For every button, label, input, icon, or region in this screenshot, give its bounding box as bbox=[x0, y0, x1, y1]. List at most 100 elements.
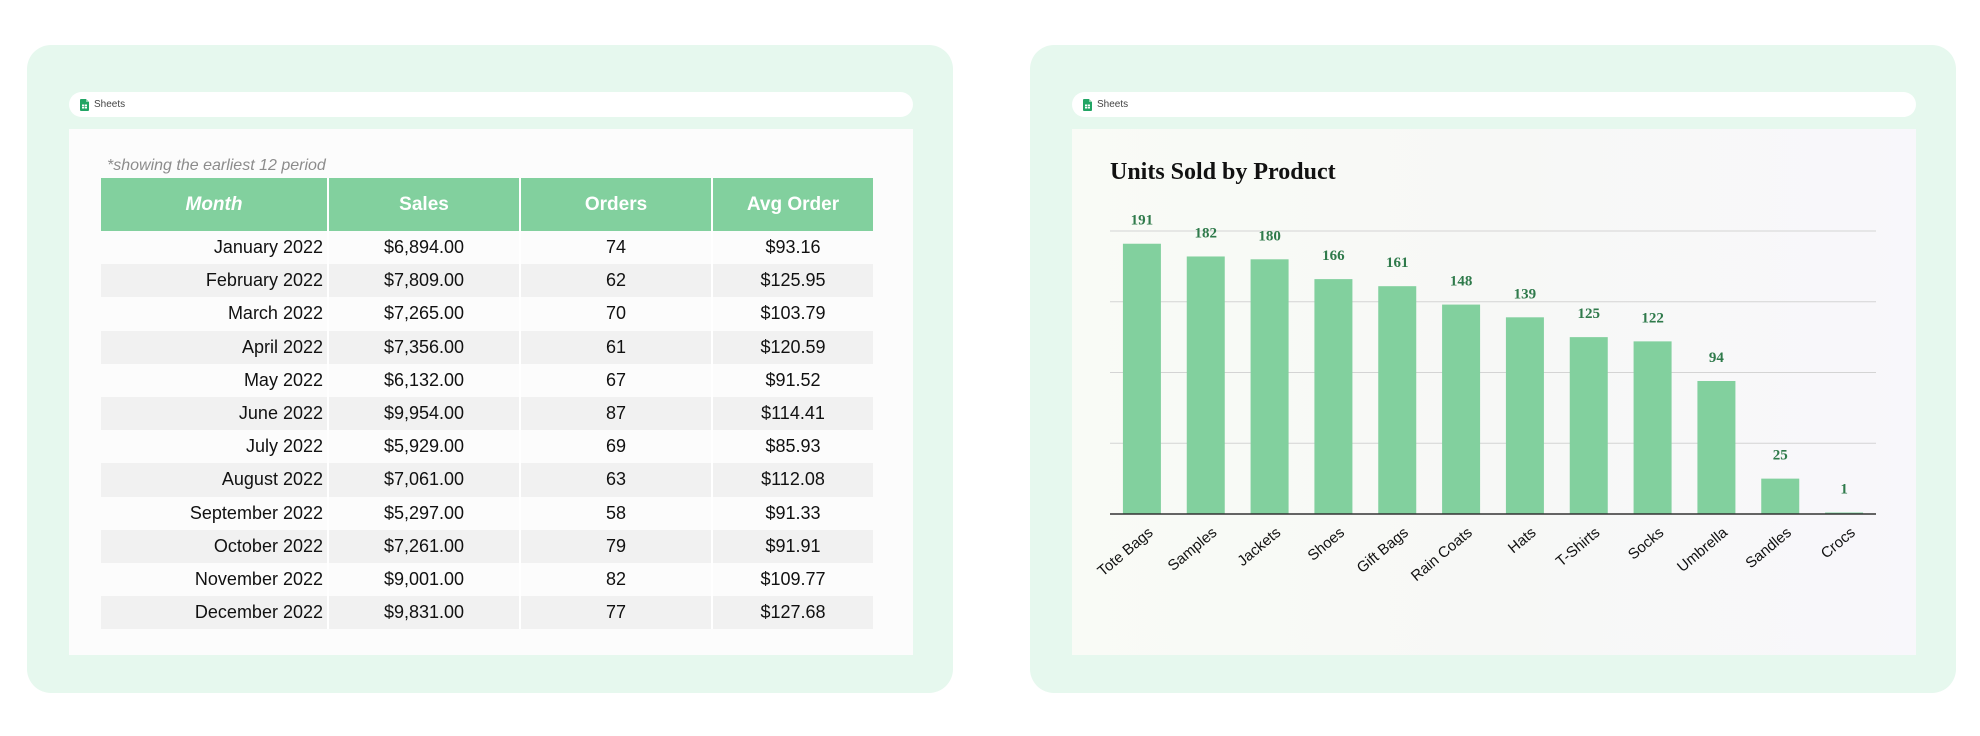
cell-month[interactable]: June 2022 bbox=[101, 396, 329, 431]
bar[interactable] bbox=[1505, 317, 1544, 514]
cell-avg-order[interactable]: $125.95 bbox=[712, 264, 873, 298]
column-header-avg-order[interactable]: Avg Order bbox=[712, 178, 873, 231]
chart-title: Units Sold by Product bbox=[1110, 159, 1336, 185]
cell-sales[interactable]: $7,061.00 bbox=[328, 463, 521, 497]
cell-month[interactable]: July 2022 bbox=[101, 430, 329, 464]
cell-sales[interactable]: $5,929.00 bbox=[328, 430, 521, 464]
cell-avg-order[interactable]: $91.91 bbox=[712, 529, 873, 563]
app-name: Sheets bbox=[94, 99, 126, 110]
cell-orders[interactable]: 77 bbox=[520, 596, 713, 630]
app-name: Sheets bbox=[1097, 99, 1129, 110]
cell-orders[interactable]: 87 bbox=[520, 396, 713, 431]
cell-avg-order[interactable]: $114.41 bbox=[712, 396, 873, 431]
cell-orders[interactable]: 62 bbox=[520, 264, 713, 298]
cell-orders[interactable]: 67 bbox=[520, 363, 713, 397]
cell-avg-order[interactable]: $109.77 bbox=[760, 568, 826, 589]
cell-month[interactable]: May 2022 bbox=[101, 363, 329, 397]
left-window: Sheets *showing the earliest 12 period M… bbox=[27, 45, 953, 693]
bar[interactable] bbox=[1314, 279, 1353, 514]
cell-sales[interactable]: $9,001.00 bbox=[328, 562, 521, 597]
cell-orders[interactable]: 79 bbox=[520, 529, 713, 563]
left-titlebar: Sheets bbox=[69, 92, 913, 117]
sales-table: Month Sales Orders Avg Order January 202… bbox=[101, 178, 873, 630]
cell-avg-order[interactable]: $103.79 bbox=[760, 303, 826, 324]
bar[interactable] bbox=[1186, 256, 1225, 514]
cell-orders[interactable]: 58 bbox=[520, 496, 713, 530]
bar-value-label: 94 bbox=[1709, 350, 1725, 366]
cell-avg-order[interactable]: $112.08 bbox=[712, 463, 873, 497]
cell-month[interactable]: December 2022 bbox=[101, 596, 329, 630]
right-window: Sheets Units Sold by Product 191 Tote Bag… bbox=[1030, 45, 1956, 693]
table-row: October 2022 $7,261.00 79 $91.91 bbox=[101, 529, 873, 563]
table-row: December 2022 $9,831.00 77 $127.68 bbox=[101, 596, 873, 630]
cell-month[interactable]: January 2022 bbox=[101, 231, 329, 265]
x-tick-label: Rain Coats bbox=[1408, 524, 1476, 585]
cell-sales[interactable]: $7,265.00 bbox=[328, 297, 521, 331]
cell-month[interactable]: September 2022 bbox=[101, 496, 329, 530]
x-tick-label: Socks bbox=[1625, 524, 1667, 563]
cell-orders[interactable]: 70 bbox=[520, 297, 713, 331]
cell-sales[interactable]: $7,809.00 bbox=[328, 264, 521, 298]
cell-sales[interactable]: $7,356.00 bbox=[328, 330, 521, 364]
table-row: March 2022 $7,265.00 70 $103.79 bbox=[101, 297, 873, 331]
cell-avg-order[interactable]: $91.33 bbox=[765, 502, 821, 523]
cell-sales[interactable]: $9,831.00 bbox=[328, 596, 521, 630]
x-tick-label: Shoes bbox=[1304, 524, 1348, 564]
bar-value-label: 182 bbox=[1195, 225, 1218, 241]
cell-month[interactable]: November 2022 bbox=[101, 562, 329, 597]
bar[interactable] bbox=[1761, 478, 1800, 514]
x-tick-label: T-Shirts bbox=[1553, 524, 1604, 570]
bar[interactable] bbox=[1442, 304, 1481, 514]
cell-orders[interactable]: 74 bbox=[520, 231, 713, 265]
cell-avg-order[interactable]: $91.52 bbox=[765, 369, 821, 390]
table-note: *showing the earliest 12 period bbox=[107, 157, 326, 174]
cell-orders[interactable]: 82 bbox=[520, 562, 713, 597]
table-row: June 2022 $9,954.00 87 $114.41 bbox=[101, 396, 873, 431]
cell-avg-order[interactable]: $120.59 bbox=[712, 330, 873, 364]
cell-orders[interactable]: 69 bbox=[520, 430, 713, 464]
bar[interactable] bbox=[1697, 380, 1736, 514]
column-header-orders[interactable]: Orders bbox=[520, 178, 713, 231]
cell-avg-order[interactable]: $127.68 bbox=[712, 596, 873, 630]
cell-avg-order[interactable]: $85.93 bbox=[765, 436, 821, 457]
x-tick-label: Umbrella bbox=[1674, 524, 1731, 576]
cell-month[interactable]: October 2022 bbox=[101, 529, 329, 563]
table-row: April 2022 $7,356.00 61 $120.59 bbox=[101, 330, 873, 364]
x-tick-label: Crocs bbox=[1818, 524, 1859, 562]
bar[interactable] bbox=[1633, 341, 1672, 514]
cell-month[interactable]: April 2022 bbox=[101, 330, 329, 364]
column-header-month[interactable]: Month bbox=[101, 178, 329, 231]
sheets-icon bbox=[1083, 98, 1092, 111]
bar-value-label: 166 bbox=[1322, 248, 1345, 264]
cell-sales[interactable]: $7,261.00 bbox=[328, 529, 521, 563]
cell-month[interactable]: March 2022 bbox=[101, 297, 329, 331]
table-row: January 2022 $6,894.00 74 $93.16 bbox=[101, 231, 873, 265]
bar-value-label: 1 bbox=[1840, 482, 1848, 498]
x-tick-label: Hats bbox=[1505, 524, 1540, 557]
cell-month[interactable]: August 2022 bbox=[101, 463, 329, 497]
table-row: July 2022 $5,929.00 69 $85.93 bbox=[101, 430, 873, 464]
x-tick-label: Sandles bbox=[1742, 524, 1794, 572]
cell-sales[interactable]: $9,954.00 bbox=[328, 396, 521, 431]
column-header-sales[interactable]: Sales bbox=[328, 178, 521, 231]
cell-sales[interactable]: $6,132.00 bbox=[328, 363, 521, 397]
cell-sales[interactable]: $5,297.00 bbox=[328, 496, 521, 530]
chart-sheet: Units Sold by Product 191 Tote Bags 182 Sam… bbox=[1072, 129, 1916, 655]
cell-orders[interactable]: 63 bbox=[520, 463, 713, 497]
sheets-icon bbox=[80, 98, 89, 111]
bar[interactable] bbox=[1569, 337, 1608, 514]
x-tick-label: Samples bbox=[1165, 524, 1221, 575]
table-row: September 2022 $5,297.00 58 $91.33 bbox=[101, 496, 873, 530]
bar[interactable] bbox=[1378, 286, 1417, 514]
cell-sales[interactable]: $6,894.00 bbox=[328, 231, 521, 265]
bar-value-label: 122 bbox=[1641, 310, 1664, 326]
bar[interactable] bbox=[1250, 259, 1289, 514]
table-header-row: Month Sales Orders Avg Order bbox=[101, 178, 873, 231]
bar[interactable] bbox=[1122, 243, 1161, 515]
table-row: November 2022 $9,001.00 82 $109.77 bbox=[101, 562, 873, 597]
cell-orders[interactable]: 61 bbox=[520, 330, 713, 364]
bar-value-label: 191 bbox=[1131, 213, 1154, 229]
cell-month[interactable]: February 2022 bbox=[101, 264, 329, 298]
table-row: August 2022 $7,061.00 63 $112.08 bbox=[101, 463, 873, 497]
cell-avg-order[interactable]: $93.16 bbox=[765, 237, 821, 258]
